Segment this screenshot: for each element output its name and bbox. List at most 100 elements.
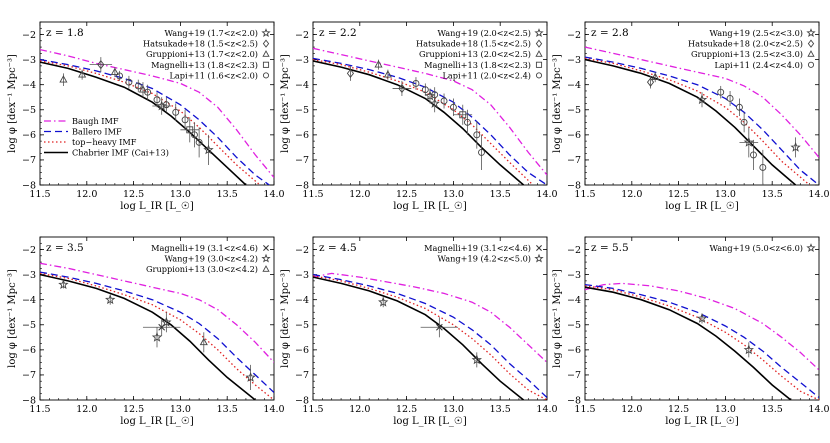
data-point-star [696,313,708,324]
x-tick-label: 12.0 [621,404,642,415]
panel-3: 11.5 12.0 12.5 13.0 13.5 14.0 −2 −3 −4 −5 −6 −7 −8 lo… [552,21,830,212]
x-tick-label: 13.0 [715,404,736,415]
data-point-circle [116,70,124,81]
y-tick-label: −5 [22,105,36,116]
marker-star [378,296,389,307]
x-tick-label: 12.5 [396,404,417,415]
legend-entry-label: Wang+19 (5.0<z<6.0) [710,243,803,253]
legend-entry-label: Wang+19 (4.2<z<5.0) [438,254,531,264]
y-ticks: −2 −3 −4 −5 −6 −7 −8 [22,21,274,191]
marker-circle [181,116,189,124]
model-curve-dashed [585,56,819,185]
data-points [646,72,801,185]
data-point-star [429,94,440,113]
x-tick-label: 13.0 [443,189,464,200]
marker-triangle [199,337,208,346]
data-point-circle [134,79,142,93]
y-tick-label: −6 [22,345,36,356]
x-axis-label: log L_IR [L_☉] [120,201,194,212]
legend-marker-diamond [807,39,815,48]
data-point-triangle [78,69,87,80]
x-tick-label: 12.0 [621,189,642,200]
legend-marker-star [806,243,816,252]
legend-marker-diamond [262,39,270,48]
x-axis-label: log L_IR [L_☉] [393,201,467,212]
panel-6: 11.5 12.0 12.5 13.0 13.5 14.0 −2 −3 −4 −5 −6 −7 −8 lo… [552,236,830,427]
panel-4: 11.5 12.0 12.5 13.0 13.5 14.0 −2 −3 −4 −5 −6 −7 −8 lo… [7,236,285,427]
marker-circle [735,103,743,111]
legend-marker-cross [536,245,542,251]
marker-star [696,94,708,105]
data-point-circle [717,85,725,99]
y-tick-label: −3 [567,270,581,281]
x-ticks: 11.5 12.0 12.5 13.0 13.5 14.0 [302,237,558,415]
y-tick-label: −4 [22,295,36,306]
x-ticks: 11.5 12.0 12.5 13.0 13.5 14.0 [574,22,830,200]
y-tick-label: −2 [567,30,581,41]
data-point-triangle [110,67,119,78]
marker-square [459,111,467,119]
y-tick-label: −6 [567,345,581,356]
data-point-circle [750,139,757,170]
marker-circle [125,78,133,86]
marker-circle [740,118,748,126]
legend: Magnelli+19 (3.1<z<4.6)Wang+19 (4.2<z<5.… [424,243,544,264]
marker-circle [134,82,142,90]
y-ticks: −2 −3 −4 −5 −6 −7 −8 [567,236,819,406]
marker-star [743,136,754,147]
marker-star [203,144,214,155]
legend-marker-triangle [262,265,270,272]
data-point-circle [726,90,734,107]
legend: Wang+19 (2.5<z<3.0)Hatsukade+18 (2.0<z<2… [688,28,816,70]
legend-marker-triangle [535,50,543,57]
data-point-diamond [89,57,113,73]
y-tick-label: −5 [295,320,309,331]
legend-entry-label: Wang+19 (2.5<z<3.0) [710,28,803,38]
y-tick-label: −8 [22,395,36,406]
data-point-star [378,296,389,308]
y-tick-label: −2 [567,245,581,256]
y-tick-label: −4 [295,80,309,91]
x-tick-label: 12.0 [349,189,370,200]
y-tick-label: −4 [567,295,581,306]
legend-entry-label: Magnelli+19 (3.1<z<4.6) [424,243,531,253]
x-tick-label: 12.0 [76,404,97,415]
x-ticks: 11.5 12.0 12.5 13.0 13.5 14.0 [302,22,558,200]
x-tick-label: 13.5 [490,404,511,415]
marker-circle [759,163,767,171]
marker-diamond [398,83,406,94]
data-point-star [245,364,256,390]
data-point-circle [440,93,448,109]
data-point-circle [412,77,420,90]
x-axis-label: log L_IR [L_☉] [393,416,467,427]
x-tick-label: 14.0 [263,404,284,415]
marker-diamond [346,68,355,79]
panel-5: 11.5 12.0 12.5 13.0 13.5 14.0 −2 −3 −4 −5 −6 −7 −8 lo… [280,236,558,427]
data-point-circle [735,98,743,117]
legend: Magnelli+19 (3.1<z<4.6)Wang+19 (3.0<z<4.… [146,243,271,274]
x-tick-label: 13.0 [170,189,191,200]
marker-star [743,344,754,355]
marker-cross [436,323,443,331]
y-tick-label: −3 [295,55,309,66]
redshift-label: z = 2.8 [591,27,629,39]
model-curve-dotted [313,275,547,400]
x-ticks: 11.5 12.0 12.5 13.0 13.5 14.0 [29,237,285,415]
legend-marker-star [261,28,271,37]
marker-circle [463,118,471,126]
legend-entry-label: Magnelli+13 (1.8<z<2.3) [424,60,531,70]
marker-star [696,313,708,323]
marker-star [790,141,801,152]
data-point-triangle [199,332,208,353]
legend-entry-label: Gruppioni+13 (3.0<z<4.2) [146,264,258,274]
redshift-label: z = 2.2 [319,27,357,39]
y-tick-label: −3 [22,270,36,281]
model-curve-dashdot [40,262,274,363]
data-point-circle [195,127,203,158]
x-tick-label: 13.5 [217,404,238,415]
marker-circle [726,95,734,102]
y-tick-label: −5 [22,320,36,331]
marker-star [151,331,163,342]
marker-circle [162,101,170,109]
